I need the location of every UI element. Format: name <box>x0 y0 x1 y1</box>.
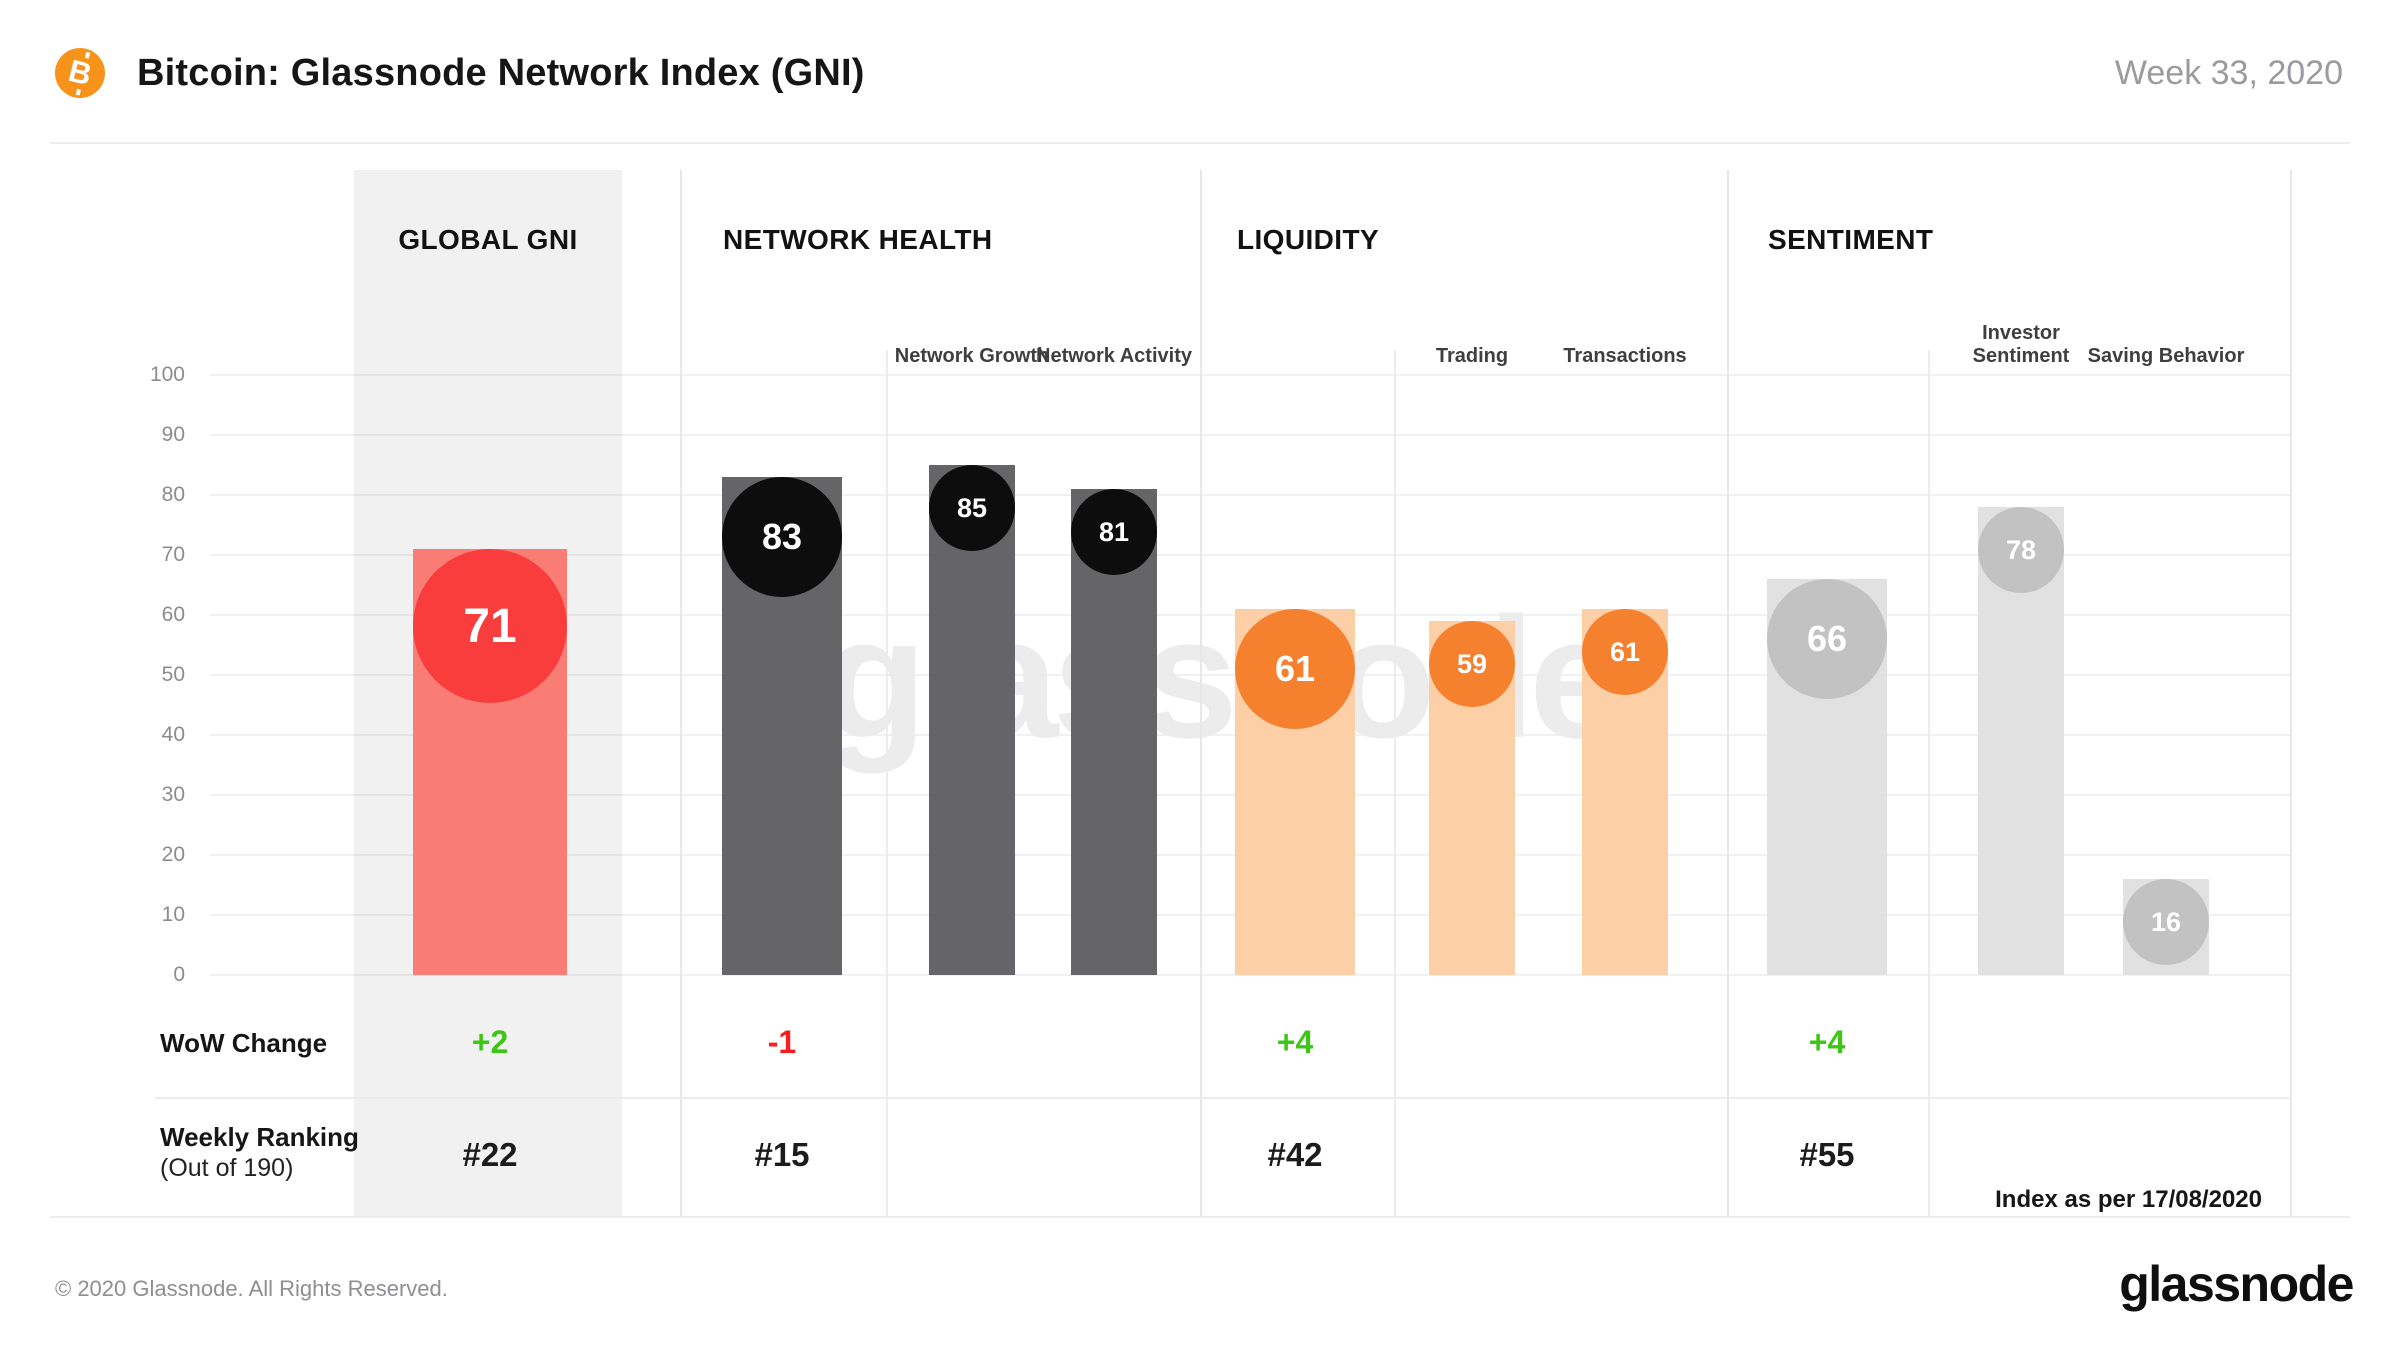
bar-sentiment: 66 <box>1767 0 1887 1217</box>
weekly-ranking-label: Weekly Ranking (Out of 190) <box>160 1122 359 1184</box>
ranking-global: #22 <box>462 1136 518 1173</box>
column-label-saving-behavior: Saving Behavior <box>2087 345 2245 367</box>
column-label-network-activity: Network Activity <box>1036 345 1192 367</box>
header-divider <box>50 142 2350 144</box>
ranking-liquidity: #42 <box>1267 1136 1323 1173</box>
column-label-network-growth: Network Growth <box>894 345 1050 367</box>
y-axis-tick: 20 <box>161 843 185 866</box>
y-axis-tick: 70 <box>161 543 185 566</box>
bitcoin-icon-glyph: B <box>50 43 111 104</box>
bar-value-bubble: 16 <box>2123 879 2209 965</box>
divider-liquidity <box>1200 170 1202 1217</box>
y-axis-tick: 30 <box>161 783 185 806</box>
bar-value-bubble: 59 <box>1429 621 1515 707</box>
column-label-trading: Trading <box>1435 345 1509 367</box>
copyright-text: © 2020 Glassnode. All Rights Reserved. <box>55 1276 448 1301</box>
wow-change-sentiment: +4 <box>1808 1024 1846 1060</box>
bar-transactions: 61 <box>1582 0 1668 1217</box>
subdivider-sentiment <box>1928 350 1930 1217</box>
rows-divider <box>155 1097 2290 1099</box>
week-label: Week 33, 2020 <box>2114 54 2343 92</box>
subdivider-network-health <box>886 350 888 1217</box>
section-title-network-health: NETWORK HEALTH <box>723 224 993 255</box>
divider-right-edge <box>2290 170 2292 1217</box>
bar-trading: 59 <box>1429 0 1515 1217</box>
section-title-global-gni: GLOBAL GNI <box>398 224 578 255</box>
bar-value-bubble: 81 <box>1071 489 1157 575</box>
bar-network-activity: 81 <box>1071 0 1157 1217</box>
bitcoin-icon: B <box>55 48 105 98</box>
column-label-transactions: Transactions <box>1563 345 1687 367</box>
bar-value-bubble: 83 <box>722 477 842 597</box>
wow-change-liquidity: +4 <box>1276 1024 1314 1060</box>
y-axis-tick: 100 <box>149 363 185 386</box>
y-axis-tick: 60 <box>161 603 185 626</box>
bar-network-growth: 85 <box>929 0 1015 1217</box>
bar-value-bubble: 66 <box>1767 579 1887 699</box>
ranking-sentiment: #55 <box>1799 1136 1855 1173</box>
weekly-ranking-subtitle: (Out of 190) <box>160 1154 294 1182</box>
section-title-sentiment: SENTIMENT <box>1768 224 1934 255</box>
subdivider-liquidity <box>1394 350 1396 1217</box>
y-axis-tick: 90 <box>161 423 185 446</box>
bitcoin-b: B <box>65 52 96 93</box>
section-title-liquidity: LIQUIDITY <box>1237 224 1380 255</box>
wow-change-network-health: -1 <box>767 1024 797 1060</box>
bar-value-bubble: 71 <box>413 549 567 703</box>
weekly-ranking-title: Weekly Ranking <box>160 1122 359 1152</box>
bar-value-bubble: 61 <box>1582 609 1668 695</box>
column-label-investor-sentiment: Investor Sentiment <box>1972 322 2070 367</box>
y-axis-tick: 80 <box>161 483 185 506</box>
bar-liquidity: 61 <box>1235 0 1355 1217</box>
divider-sentiment <box>1727 170 1729 1217</box>
bar-network-health: 83 <box>722 0 842 1217</box>
bar-investor-sentiment: 78 <box>1978 0 2064 1217</box>
bar-value-bubble: 61 <box>1235 609 1355 729</box>
table-bottom-rule <box>50 1216 2350 1218</box>
ranking-network-health: #15 <box>754 1136 810 1173</box>
bar-saving-behavior: 16 <box>2123 0 2209 1217</box>
y-axis-tick: 40 <box>161 723 185 746</box>
bar-value-bubble: 78 <box>1978 507 2064 593</box>
page-title: Bitcoin: Glassnode Network Index (GNI) <box>137 52 865 94</box>
wow-change-global: +2 <box>471 1024 509 1060</box>
wow-change-label: WoW Change <box>160 1028 328 1058</box>
y-axis-tick: 10 <box>161 903 185 926</box>
y-axis-tick: 50 <box>161 663 185 686</box>
bar-global-gni: 71 <box>413 0 567 1217</box>
index-date-note: Index as per 17/08/2020 <box>1995 1186 2262 1213</box>
y-axis-tick: 0 <box>173 963 185 986</box>
divider-network-health <box>680 170 682 1217</box>
bar-value-bubble: 85 <box>929 465 1015 551</box>
glassnode-logo: glassnode <box>2119 1256 2354 1312</box>
